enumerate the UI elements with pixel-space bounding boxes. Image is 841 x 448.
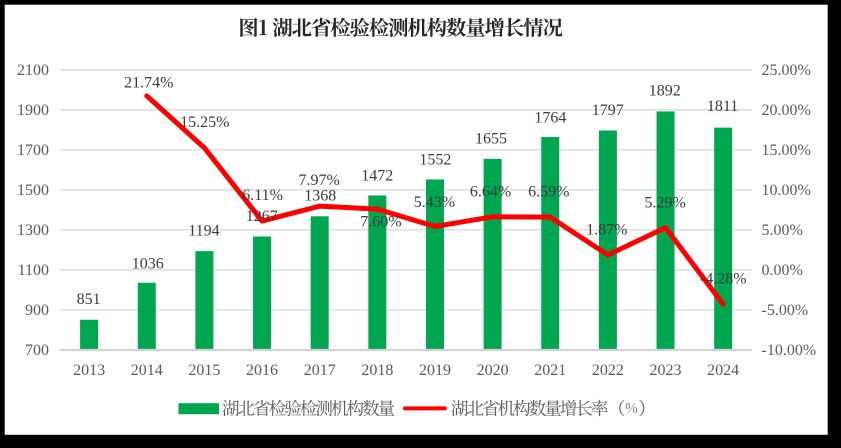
svg-text:6.59%: 6.59%: [528, 183, 569, 200]
svg-text:5.43%: 5.43%: [414, 194, 455, 211]
svg-text:851: 851: [77, 291, 101, 308]
svg-text:2021: 2021: [534, 362, 566, 379]
svg-text:2020: 2020: [477, 362, 509, 379]
svg-text:5.00%: 5.00%: [762, 222, 803, 239]
svg-text:0.00%: 0.00%: [762, 262, 803, 279]
svg-text:1368: 1368: [304, 188, 336, 205]
svg-text:1300: 1300: [17, 222, 49, 239]
svg-text:1267: 1267: [246, 208, 278, 225]
svg-text:900: 900: [25, 302, 49, 319]
svg-text:-4.28%: -4.28%: [700, 270, 747, 287]
svg-text:2014: 2014: [131, 362, 163, 379]
svg-text:7.97%: 7.97%: [299, 172, 340, 189]
svg-text:1.87%: 1.87%: [586, 221, 627, 238]
svg-text:1900: 1900: [17, 102, 49, 119]
svg-text:20.00%: 20.00%: [762, 102, 811, 119]
svg-text:1194: 1194: [188, 223, 219, 240]
svg-text:5.29%: 5.29%: [645, 194, 686, 211]
svg-text:2013: 2013: [73, 362, 105, 379]
svg-text:10.00%: 10.00%: [762, 182, 811, 199]
svg-text:1797: 1797: [592, 102, 624, 119]
svg-text:2018: 2018: [361, 362, 393, 379]
svg-text:1764: 1764: [534, 109, 566, 126]
svg-text:1552: 1552: [419, 152, 451, 169]
svg-text:2017: 2017: [304, 362, 336, 379]
svg-text:15.00%: 15.00%: [762, 142, 811, 159]
svg-text:2100: 2100: [17, 62, 49, 79]
svg-text:2015: 2015: [188, 362, 220, 379]
svg-text:-5.00%: -5.00%: [762, 302, 809, 319]
svg-text:25.00%: 25.00%: [762, 62, 811, 79]
svg-text:6.64%: 6.64%: [470, 183, 511, 200]
svg-text:7.60%: 7.60%: [360, 214, 401, 231]
svg-text:1892: 1892: [649, 82, 681, 99]
svg-text:2019: 2019: [419, 362, 451, 379]
svg-text:1655: 1655: [475, 131, 507, 148]
svg-text:1100: 1100: [18, 262, 49, 279]
svg-text:2016: 2016: [246, 362, 278, 379]
svg-text:21.74%: 21.74%: [124, 74, 173, 91]
svg-text:-10.00%: -10.00%: [762, 342, 817, 359]
svg-text:1472: 1472: [361, 167, 393, 184]
svg-text:1036: 1036: [132, 255, 164, 272]
svg-text:15.25%: 15.25%: [180, 114, 229, 131]
svg-text:2023: 2023: [650, 362, 682, 379]
svg-text:6.11%: 6.11%: [242, 187, 283, 204]
svg-text:2024: 2024: [707, 362, 739, 379]
svg-text:1500: 1500: [17, 182, 49, 199]
svg-text:700: 700: [25, 342, 49, 359]
svg-text:2022: 2022: [592, 362, 624, 379]
svg-text:1700: 1700: [17, 142, 49, 159]
svg-text:1811: 1811: [707, 98, 738, 115]
